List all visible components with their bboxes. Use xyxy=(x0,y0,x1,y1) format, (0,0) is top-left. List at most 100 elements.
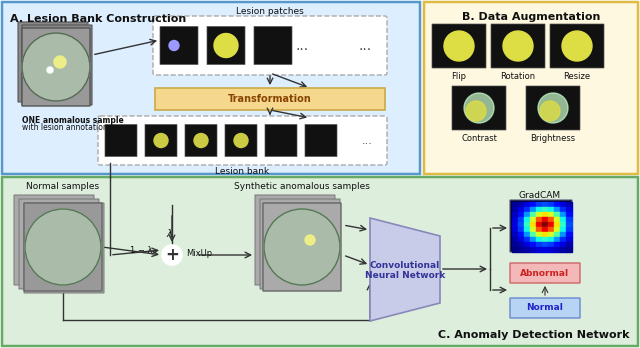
Bar xyxy=(542,212,548,217)
Bar xyxy=(518,242,524,247)
Bar xyxy=(542,227,548,232)
Text: Normal samples: Normal samples xyxy=(26,182,100,191)
Text: Flip: Flip xyxy=(451,72,467,81)
FancyBboxPatch shape xyxy=(225,125,257,157)
Bar xyxy=(536,247,542,252)
FancyBboxPatch shape xyxy=(14,195,94,285)
Circle shape xyxy=(154,134,168,148)
Bar xyxy=(542,232,548,237)
Circle shape xyxy=(47,67,53,73)
Bar xyxy=(566,207,572,212)
Polygon shape xyxy=(370,218,440,321)
Bar xyxy=(548,242,554,247)
Bar xyxy=(512,247,518,252)
Bar xyxy=(512,202,518,207)
FancyBboxPatch shape xyxy=(510,200,572,252)
FancyBboxPatch shape xyxy=(2,177,638,346)
Bar xyxy=(530,222,536,227)
Bar xyxy=(536,207,542,212)
Bar xyxy=(512,212,518,217)
Text: ...: ... xyxy=(362,135,372,145)
Bar xyxy=(548,202,554,207)
Circle shape xyxy=(264,209,340,285)
Bar xyxy=(512,242,518,247)
Circle shape xyxy=(503,31,533,61)
Text: Contrast: Contrast xyxy=(461,134,497,143)
FancyBboxPatch shape xyxy=(510,298,580,318)
Bar xyxy=(518,217,524,222)
Bar xyxy=(560,247,566,252)
Bar xyxy=(554,237,560,242)
Bar xyxy=(536,212,542,217)
Text: Brightness: Brightness xyxy=(531,134,575,143)
Bar xyxy=(554,232,560,237)
FancyBboxPatch shape xyxy=(265,125,297,157)
Bar xyxy=(524,242,530,247)
Bar xyxy=(548,207,554,212)
Bar xyxy=(566,242,572,247)
FancyBboxPatch shape xyxy=(260,199,340,289)
Bar xyxy=(548,232,554,237)
Bar xyxy=(542,222,548,227)
Bar xyxy=(542,207,548,212)
Bar xyxy=(554,202,560,207)
Text: Rotation: Rotation xyxy=(500,72,536,81)
Bar xyxy=(554,222,560,227)
Bar xyxy=(548,217,554,222)
Circle shape xyxy=(305,235,315,245)
FancyBboxPatch shape xyxy=(510,263,580,283)
Circle shape xyxy=(464,93,494,123)
Bar xyxy=(542,242,548,247)
Bar xyxy=(560,242,566,247)
Text: 1 − λ: 1 − λ xyxy=(129,246,152,255)
Bar xyxy=(518,232,524,237)
Bar xyxy=(512,232,518,237)
Text: Neural Network: Neural Network xyxy=(365,271,445,280)
Bar xyxy=(518,227,524,232)
Circle shape xyxy=(444,31,474,61)
FancyBboxPatch shape xyxy=(526,86,580,130)
Bar xyxy=(548,227,554,232)
FancyBboxPatch shape xyxy=(207,26,245,64)
Bar xyxy=(524,247,530,252)
Bar xyxy=(530,247,536,252)
Text: A. Lesion Bank Construction: A. Lesion Bank Construction xyxy=(10,14,186,24)
Bar xyxy=(560,212,566,217)
Bar xyxy=(566,237,572,242)
Circle shape xyxy=(162,245,182,265)
FancyBboxPatch shape xyxy=(255,195,335,285)
Bar xyxy=(566,227,572,232)
FancyBboxPatch shape xyxy=(153,16,387,75)
Bar xyxy=(554,227,560,232)
Bar xyxy=(524,202,530,207)
Circle shape xyxy=(25,209,101,285)
Bar xyxy=(518,207,524,212)
Bar xyxy=(554,217,560,222)
Circle shape xyxy=(562,31,592,61)
Bar xyxy=(536,237,542,242)
FancyBboxPatch shape xyxy=(22,25,92,105)
Text: Normal: Normal xyxy=(527,303,563,313)
Bar xyxy=(524,237,530,242)
FancyBboxPatch shape xyxy=(491,24,545,68)
Circle shape xyxy=(194,134,208,148)
FancyBboxPatch shape xyxy=(22,28,90,106)
Bar xyxy=(530,217,536,222)
Circle shape xyxy=(22,33,90,101)
Circle shape xyxy=(214,33,238,57)
Bar xyxy=(518,212,524,217)
FancyBboxPatch shape xyxy=(432,24,486,68)
FancyBboxPatch shape xyxy=(305,125,337,157)
Bar xyxy=(536,227,542,232)
FancyBboxPatch shape xyxy=(24,203,104,293)
FancyBboxPatch shape xyxy=(185,125,217,157)
Bar xyxy=(536,202,542,207)
Text: Lesion patches: Lesion patches xyxy=(236,7,304,16)
Bar xyxy=(536,242,542,247)
Bar xyxy=(554,242,560,247)
Text: ...: ... xyxy=(296,39,308,53)
Text: Resize: Resize xyxy=(563,72,591,81)
Bar xyxy=(524,212,530,217)
Bar xyxy=(548,222,554,227)
Circle shape xyxy=(466,101,486,121)
